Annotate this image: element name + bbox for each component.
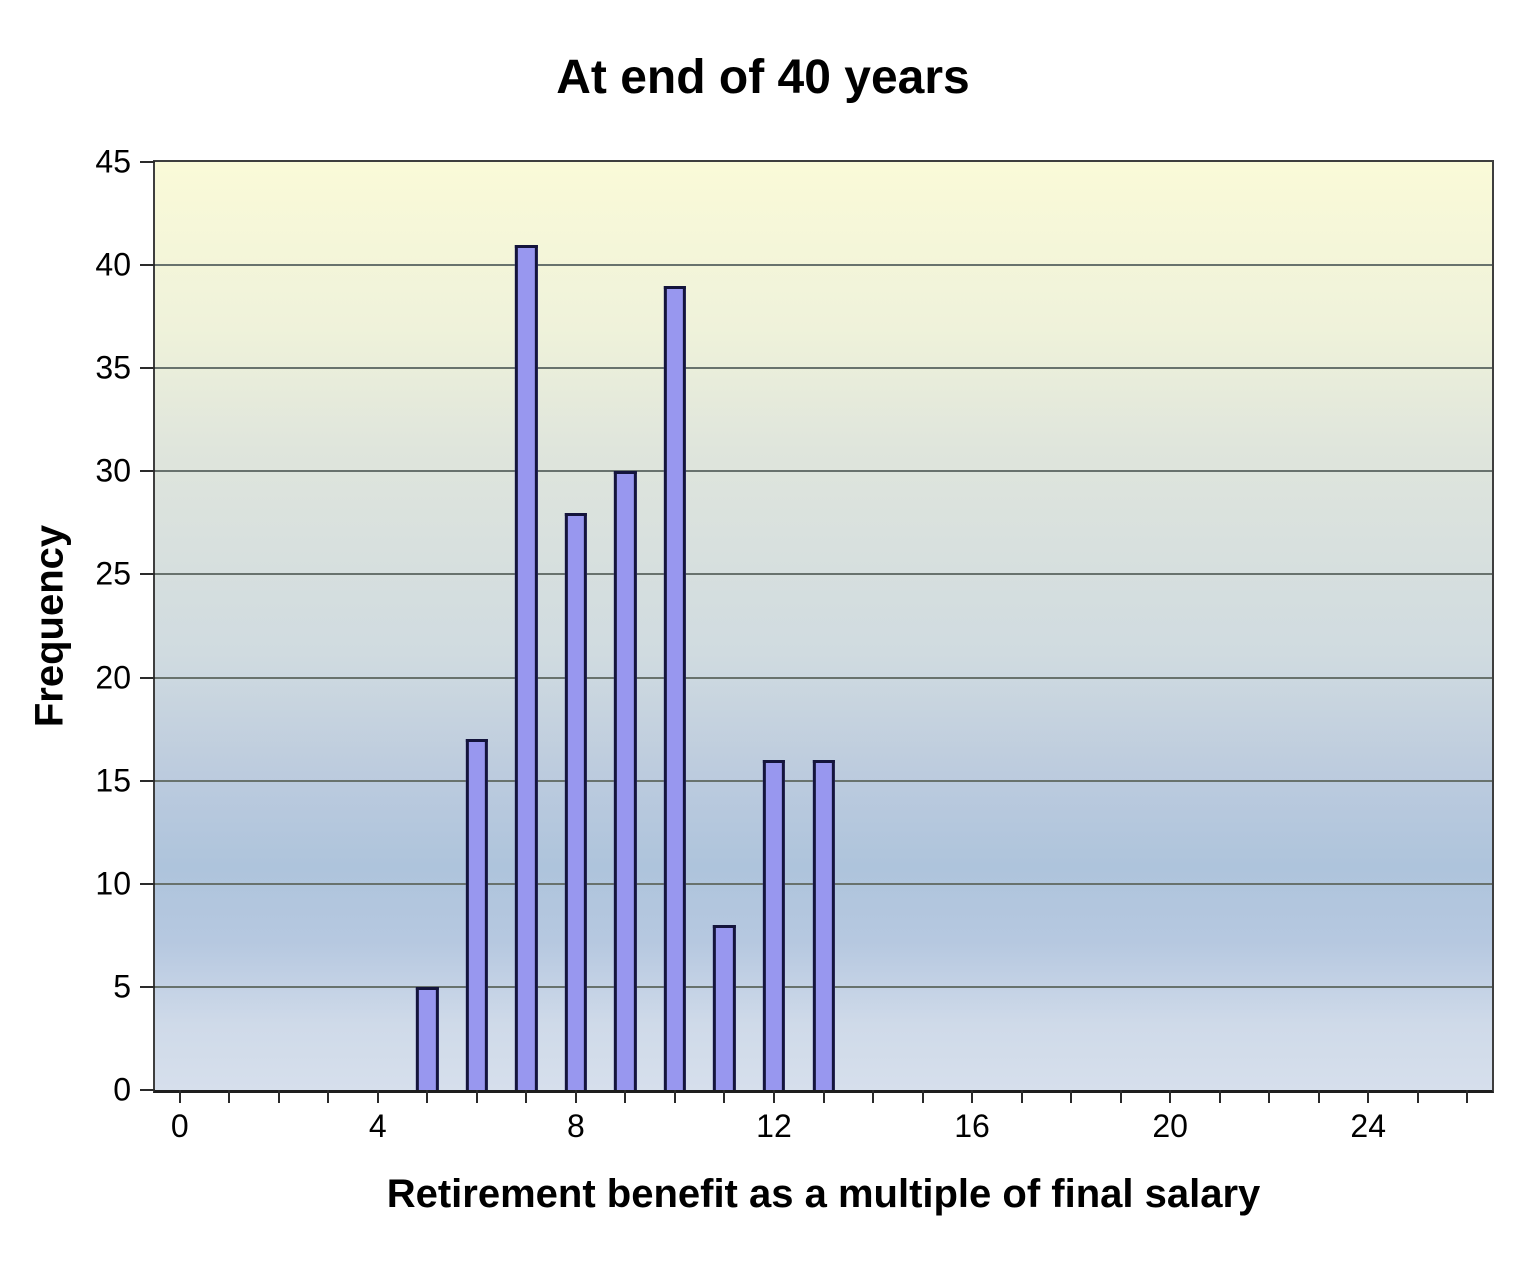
y-tick-label-35: 35	[95, 349, 131, 386]
x-tick-5	[426, 1090, 429, 1103]
y-tick-label-45: 45	[95, 143, 131, 180]
y-tick-35	[140, 367, 155, 370]
bar-x10-value-39	[663, 285, 687, 1090]
y-tick-0	[140, 1089, 155, 1091]
x-tick-24	[1367, 1090, 1370, 1103]
y-tick-label-5: 5	[113, 968, 131, 1005]
y-tick-label-15: 15	[95, 762, 131, 799]
y-tick-40	[140, 264, 155, 267]
x-tick-label-24: 24	[1350, 1108, 1386, 1144]
x-tick-19	[1119, 1090, 1122, 1103]
bar-x7-value-41	[515, 244, 538, 1090]
y-tick-30	[140, 470, 155, 473]
x-tick-11	[723, 1090, 726, 1103]
x-tick-10	[673, 1090, 676, 1103]
x-tick-label-20: 20	[1152, 1108, 1188, 1144]
bar-x13-value-16	[812, 760, 835, 1090]
x-tick-25	[1416, 1090, 1419, 1103]
x-tick-21	[1218, 1090, 1221, 1103]
x-tick-label-0: 0	[170, 1108, 189, 1144]
x-tick-22	[1268, 1090, 1271, 1103]
x-tick-label-16: 16	[954, 1108, 990, 1144]
x-tick-17	[1020, 1090, 1023, 1103]
x-tick-3	[327, 1090, 330, 1103]
x-tick-13	[822, 1090, 825, 1103]
bar-x9-value-30	[614, 471, 637, 1090]
x-tick-label-4: 4	[368, 1108, 387, 1144]
chart-title: At end of 40 years	[556, 51, 970, 104]
x-tick-16	[971, 1090, 974, 1103]
bar-x8-value-28	[564, 512, 588, 1090]
y-tick-label-40: 40	[95, 246, 131, 283]
y-tick-label-10: 10	[95, 865, 131, 902]
x-tick-4	[376, 1090, 379, 1103]
x-tick-7	[525, 1090, 528, 1103]
x-tick-15	[921, 1090, 924, 1103]
x-tick-2	[277, 1090, 280, 1103]
x-tick-0	[178, 1090, 181, 1103]
plot-area: 0 5 10 15 20 25 30 35 40 45 0 4 8 12 16 20 24	[95, 144, 1494, 1144]
x-tick-18	[1070, 1090, 1073, 1103]
y-tick-15	[140, 779, 155, 782]
y-tick-label-25: 25	[95, 555, 131, 592]
gridline-y-20	[155, 676, 1492, 679]
bar-x6-value-17	[465, 739, 488, 1090]
x-tick-9	[624, 1090, 627, 1103]
x-tick-label-8: 8	[567, 1108, 585, 1144]
y-tick-10	[140, 882, 155, 885]
x-tick-8	[574, 1090, 577, 1103]
y-tick-45	[140, 161, 155, 163]
x-tick-label-12: 12	[756, 1108, 792, 1144]
bar-x12-value-16	[762, 760, 786, 1090]
x-tick-1	[228, 1090, 231, 1103]
y-axis-title: Frequency	[27, 524, 72, 728]
x-tick-6	[475, 1090, 478, 1103]
x-tick-20	[1169, 1090, 1172, 1103]
gridline-y-40	[155, 264, 1492, 267]
bar-x5-value-5	[416, 986, 439, 1090]
x-axis-title: Retirement benefit as a multiple of fina…	[386, 1172, 1261, 1216]
x-tick-14	[872, 1090, 875, 1103]
x-tick-26	[1466, 1090, 1469, 1103]
y-tick-20	[140, 676, 155, 679]
x-tick-12	[772, 1090, 775, 1103]
gridline-y-25	[155, 573, 1492, 576]
x-tick-23	[1317, 1090, 1320, 1103]
y-tick-5	[140, 985, 155, 988]
gridline-y-30	[155, 470, 1492, 473]
gridline-y-35	[155, 367, 1492, 370]
y-tick-25	[140, 573, 155, 576]
y-tick-label-30: 30	[95, 452, 131, 489]
y-tick-label-0: 0	[113, 1071, 131, 1108]
bar-x11-value-8	[713, 925, 736, 1090]
y-tick-label-20: 20	[95, 659, 131, 696]
